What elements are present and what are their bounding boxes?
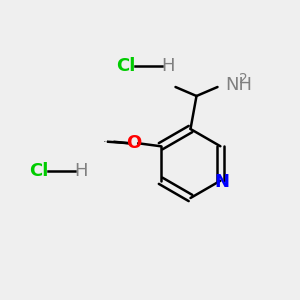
- Text: NH: NH: [225, 76, 252, 94]
- Text: O: O: [126, 134, 141, 152]
- Text: methoxy: methoxy: [103, 141, 110, 142]
- Text: Cl: Cl: [29, 162, 49, 180]
- Text: Cl: Cl: [116, 57, 136, 75]
- Text: N: N: [214, 173, 230, 191]
- Text: 2: 2: [238, 72, 247, 86]
- Text: H: H: [74, 162, 88, 180]
- Text: H: H: [161, 57, 175, 75]
